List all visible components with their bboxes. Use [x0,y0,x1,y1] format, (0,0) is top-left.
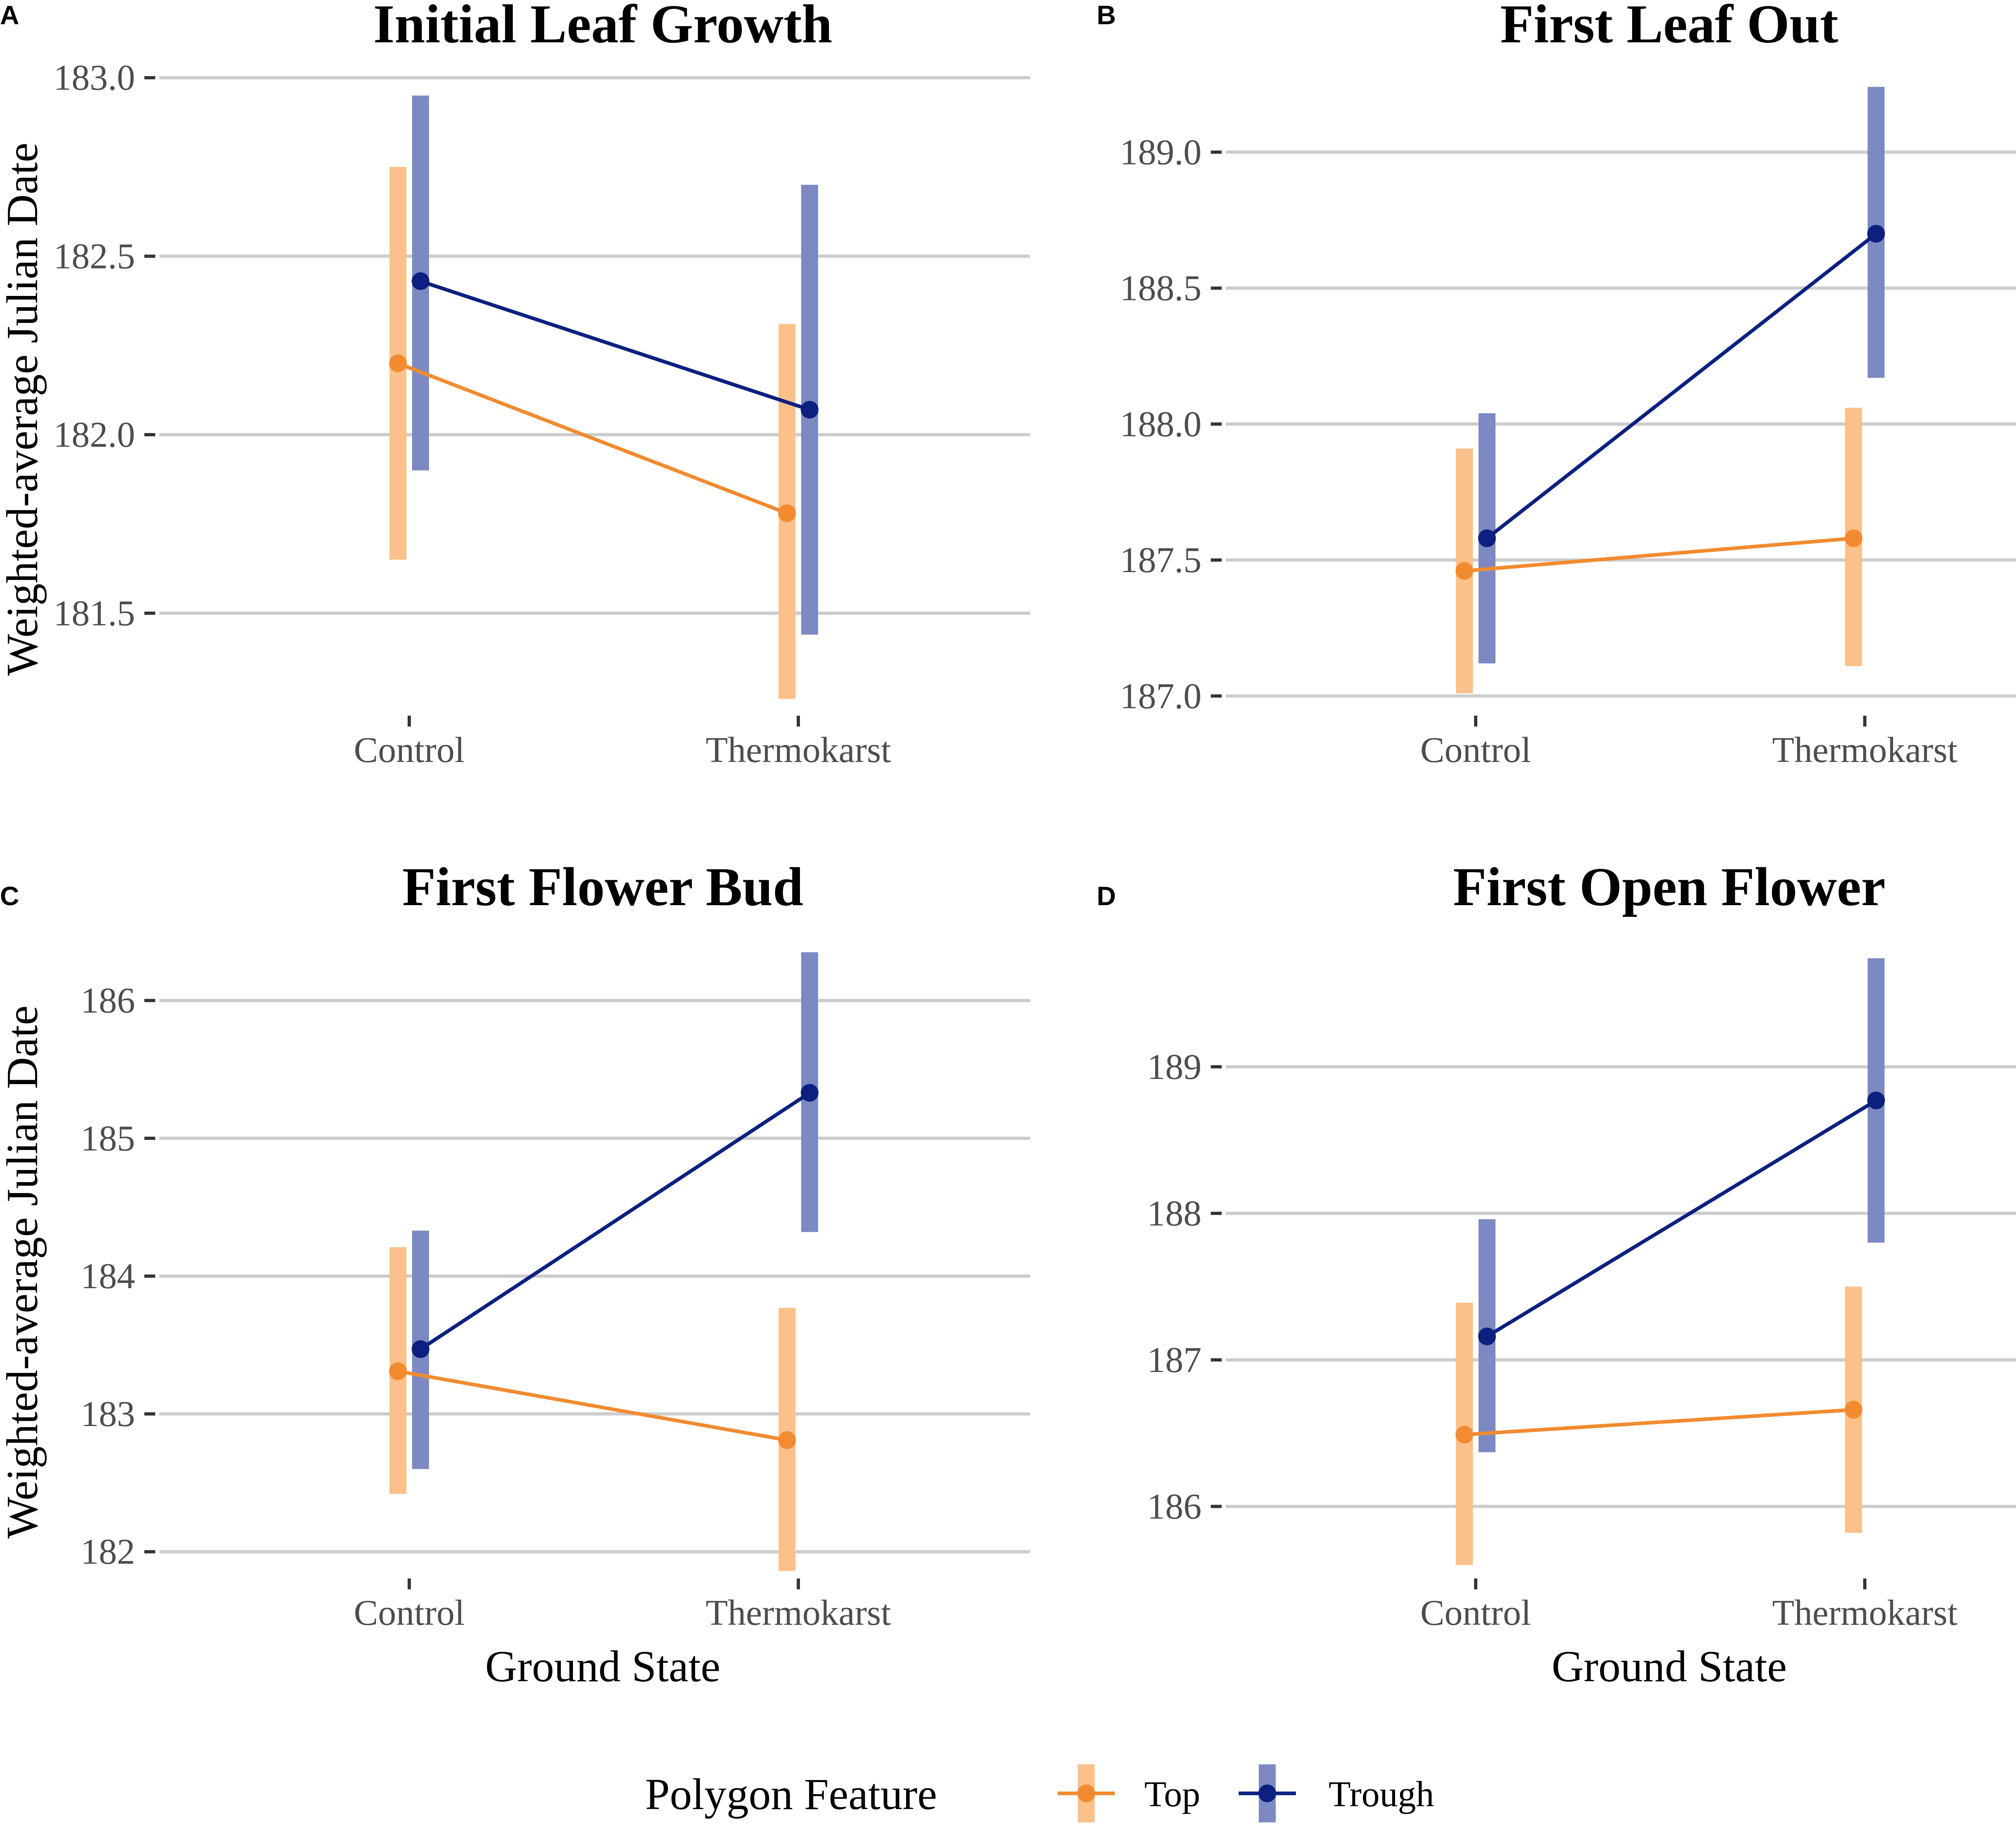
panel-title: First Leaf Out [1500,0,1839,54]
y-tick-label: 181.5 [54,593,135,633]
x-axis-label-left: Ground State [485,1642,721,1691]
data-point-top [1456,1426,1473,1444]
panel-b: B First Leaf Out 187.0 187.5 188.0 188.5 189.0… [1097,0,2016,770]
y-tick-label: 188.5 [1120,269,1202,308]
legend-key-trough-point [1258,1784,1276,1802]
series-line-top [1464,536,1854,573]
panel-letter: C [0,881,19,911]
data-point-trough [1867,1091,1885,1110]
data-point-trough [801,401,818,419]
x-axis-label-right: Ground State [1552,1642,1787,1691]
legend-title: Polygon Feature [645,1770,937,1819]
x-tick-label: Thermokarst [706,730,891,770]
y-tick-label: 183 [81,1394,135,1434]
series-line-top [1464,1408,1854,1437]
data-point-top [1845,529,1862,548]
legend-label-trough: Trough [1329,1774,1434,1814]
data-point-trough [412,1340,429,1358]
y-tick-label: 184 [81,1256,135,1296]
series-line-top [397,361,788,515]
y-tick-label: 186 [1147,1487,1202,1526]
data-point-top [1456,562,1473,580]
data-point-trough [1478,529,1496,548]
panel-title: First Open Flower [1453,857,1886,917]
y-tick-label: 189.0 [1120,132,1202,172]
panel-letter: B [1097,0,1116,30]
data-point-top [778,1431,796,1449]
x-tick-label: Thermokarst [706,1593,891,1633]
y-tick-label: 183.0 [54,58,135,98]
legend-label-top: Top [1144,1774,1200,1814]
data-point-top [389,1362,407,1380]
data-point-top [778,504,796,522]
legend: Polygon Feature Top Trough [645,1764,1434,1822]
x-tick-label: Thermokarst [1772,730,1958,770]
y-tick-label: 187 [1147,1340,1202,1380]
legend-key-trough [1239,1764,1296,1822]
y-tick-label: 188.0 [1120,404,1202,444]
data-point-top [389,354,407,373]
x-tick-label: Thermokarst [1772,1593,1958,1633]
y-tick-label: 187.0 [1120,676,1202,716]
x-tick-label: Control [1420,1593,1531,1633]
series-line-trough [419,1091,811,1351]
panel-letter: A [0,0,19,30]
series-line-trough [1486,232,1877,540]
data-point-trough [1478,1327,1496,1345]
y-tick-label: 182.5 [54,236,135,276]
y-tick-label: 185 [81,1118,135,1158]
panel-c: C First Flower Bud 182 183 184 185 186 Control T… [0,857,1030,1633]
data-point-top [1845,1401,1862,1419]
data-point-trough [1867,225,1885,243]
series-line-trough [420,279,810,412]
x-tick-label: Control [1420,730,1531,770]
y-tick-label: 182 [81,1532,135,1572]
panel-a: A Initial Leaf Growth 181.5 182.0 182.5 183.0… [0,0,1030,770]
data-point-trough [801,1084,818,1102]
series-line-top [398,1369,787,1442]
panel-letter: D [1097,881,1116,911]
panel-title: Initial Leaf Growth [373,0,832,54]
y-tick-label: 188 [1147,1193,1202,1233]
legend-key-top-point [1077,1784,1095,1802]
y-tick-label: 186 [81,981,135,1020]
y-tick-label: 182.0 [54,415,135,455]
panel-title: First Flower Bud [402,857,804,917]
x-tick-label: Control [354,730,464,770]
series-line-trough [1486,1099,1877,1338]
panel-d: D First Open Flower 186 187 188 189 Control The… [1097,857,2016,1633]
legend-key-top [1058,1764,1115,1822]
x-tick-label: Control [354,1593,464,1633]
y-tick-label: 189 [1147,1047,1202,1087]
y-tick-label: 187.5 [1120,540,1202,580]
data-point-trough [412,272,429,290]
y-axis-label-top: Weighted-average Julian Date [0,143,47,676]
y-axis-label-bottom: Weighted-average Julian Date [0,1006,47,1539]
